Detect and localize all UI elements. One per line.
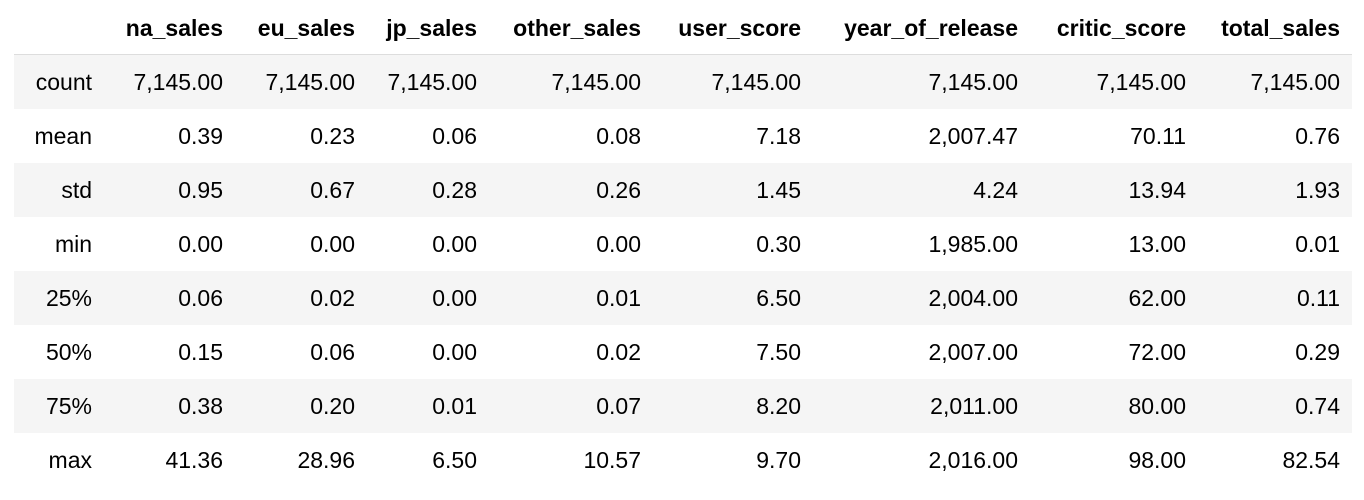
table-row: 25% 0.06 0.02 0.00 0.01 6.50 2,004.00 62.00 0.11 xyxy=(14,271,1352,325)
cell-na-sales: 0.38 xyxy=(178,392,223,419)
column-header-na-sales: na_sales xyxy=(125,14,223,41)
cell-user-score: 7.18 xyxy=(756,122,801,149)
cell-critic-score: 72.00 xyxy=(1128,338,1186,365)
table-row: min 0.00 0.00 0.00 0.00 0.30 1,985.00 13.00 0.01 xyxy=(14,217,1352,271)
cell-total-sales: 0.29 xyxy=(1295,338,1340,365)
cell-user-score: 0.30 xyxy=(756,230,801,257)
row-label: min xyxy=(54,230,92,257)
table-body: count 7,145.00 7,145.00 7,145.00 7,145.00 7,1… xyxy=(14,54,1352,487)
cell-year-of-release: 2,011.00 xyxy=(930,392,1018,419)
column-header-eu-sales: eu_sales xyxy=(257,14,355,41)
cell-eu-sales: 0.00 xyxy=(310,230,355,257)
row-label: 75% xyxy=(45,392,92,419)
column-header-total-sales: total_sales xyxy=(1221,14,1340,41)
cell-other-sales: 0.01 xyxy=(596,284,641,311)
cell-na-sales: 0.00 xyxy=(178,230,223,257)
cell-year-of-release: 2,016.00 xyxy=(928,446,1018,473)
cell-eu-sales: 0.23 xyxy=(310,122,355,149)
column-header-year-of-release: year_of_release xyxy=(844,14,1018,41)
cell-year-of-release: 7,145.00 xyxy=(928,68,1018,95)
table-row: mean 0.39 0.23 0.06 0.08 7.18 2,007.47 70.11 0.7… xyxy=(14,109,1352,163)
row-label: std xyxy=(61,176,92,203)
table-row: max 41.36 28.96 6.50 10.57 9.70 2,016.00 98.00 8… xyxy=(14,433,1352,487)
cell-jp-sales: 0.28 xyxy=(432,176,477,203)
cell-eu-sales: 0.06 xyxy=(310,338,355,365)
cell-jp-sales: 0.00 xyxy=(432,338,477,365)
cell-other-sales: 0.02 xyxy=(596,338,641,365)
row-label: max xyxy=(48,446,92,473)
cell-eu-sales: 0.67 xyxy=(310,176,355,203)
row-label: count xyxy=(35,68,92,95)
dataframe-output: na_sales eu_sales jp_sales other_sales u… xyxy=(14,2,1352,487)
cell-other-sales: 0.00 xyxy=(596,230,641,257)
cell-eu-sales: 7,145.00 xyxy=(265,68,355,95)
cell-total-sales: 0.74 xyxy=(1295,392,1340,419)
cell-jp-sales: 0.00 xyxy=(432,284,477,311)
cell-na-sales: 0.15 xyxy=(178,338,223,365)
cell-total-sales: 1.93 xyxy=(1295,176,1340,203)
cell-eu-sales: 0.02 xyxy=(310,284,355,311)
cell-year-of-release: 2,007.00 xyxy=(928,338,1018,365)
cell-user-score: 9.70 xyxy=(756,446,801,473)
cell-critic-score: 70.11 xyxy=(1130,122,1186,149)
cell-total-sales: 0.76 xyxy=(1295,122,1340,149)
cell-critic-score: 13.94 xyxy=(1128,176,1186,203)
column-header-user-score: user_score xyxy=(678,14,801,41)
cell-user-score: 8.20 xyxy=(756,392,801,419)
cell-total-sales: 0.01 xyxy=(1295,230,1340,257)
column-header-critic-score: critic_score xyxy=(1056,14,1186,41)
table-row: std 0.95 0.67 0.28 0.26 1.45 4.24 13.94 1.93 xyxy=(14,163,1352,217)
cell-other-sales: 0.07 xyxy=(596,392,641,419)
table-row: 75% 0.38 0.20 0.01 0.07 8.20 2,011.00 80.00 0.74 xyxy=(14,379,1352,433)
cell-jp-sales: 7,145.00 xyxy=(387,68,477,95)
header-row: na_sales eu_sales jp_sales other_sales u… xyxy=(14,2,1352,55)
cell-year-of-release: 2,007.47 xyxy=(928,122,1018,149)
cell-critic-score: 98.00 xyxy=(1128,446,1186,473)
cell-user-score: 1.45 xyxy=(756,176,801,203)
cell-na-sales: 0.06 xyxy=(178,284,223,311)
cell-user-score: 7.50 xyxy=(756,338,801,365)
cell-user-score: 7,145.00 xyxy=(711,68,801,95)
table-header: na_sales eu_sales jp_sales other_sales u… xyxy=(14,2,1352,55)
cell-total-sales: 0.11 xyxy=(1296,284,1340,311)
cell-na-sales: 0.95 xyxy=(178,176,223,203)
cell-jp-sales: 0.00 xyxy=(432,230,477,257)
cell-na-sales: 7,145.00 xyxy=(133,68,223,95)
cell-other-sales: 0.26 xyxy=(596,176,641,203)
cell-critic-score: 80.00 xyxy=(1128,392,1186,419)
cell-user-score: 6.50 xyxy=(756,284,801,311)
cell-jp-sales: 0.01 xyxy=(432,392,477,419)
row-label: mean xyxy=(34,122,92,149)
cell-year-of-release: 1,985.00 xyxy=(928,230,1018,257)
index-header xyxy=(14,2,104,55)
cell-total-sales: 82.54 xyxy=(1282,446,1340,473)
cell-other-sales: 7,145.00 xyxy=(551,68,641,95)
cell-critic-score: 7,145.00 xyxy=(1096,68,1186,95)
column-header-jp-sales: jp_sales xyxy=(386,14,477,41)
cell-total-sales: 7,145.00 xyxy=(1250,68,1340,95)
cell-jp-sales: 6.50 xyxy=(432,446,477,473)
table-row: 50% 0.15 0.06 0.00 0.02 7.50 2,007.00 72.00 0.29 xyxy=(14,325,1352,379)
cell-other-sales: 0.08 xyxy=(596,122,641,149)
cell-year-of-release: 2,004.00 xyxy=(928,284,1018,311)
cell-year-of-release: 4.24 xyxy=(973,176,1018,203)
cell-eu-sales: 28.96 xyxy=(297,446,355,473)
cell-jp-sales: 0.06 xyxy=(432,122,477,149)
cell-na-sales: 41.36 xyxy=(165,446,223,473)
cell-critic-score: 62.00 xyxy=(1128,284,1186,311)
column-header-other-sales: other_sales xyxy=(513,14,641,41)
table-row: count 7,145.00 7,145.00 7,145.00 7,145.00 7,1… xyxy=(14,54,1352,109)
cell-other-sales: 10.57 xyxy=(583,446,641,473)
cell-eu-sales: 0.20 xyxy=(310,392,355,419)
cell-critic-score: 13.00 xyxy=(1128,230,1186,257)
cell-na-sales: 0.39 xyxy=(178,122,223,149)
row-label: 25% xyxy=(45,284,92,311)
describe-table: na_sales eu_sales jp_sales other_sales u… xyxy=(14,2,1352,487)
row-label: 50% xyxy=(45,338,92,365)
